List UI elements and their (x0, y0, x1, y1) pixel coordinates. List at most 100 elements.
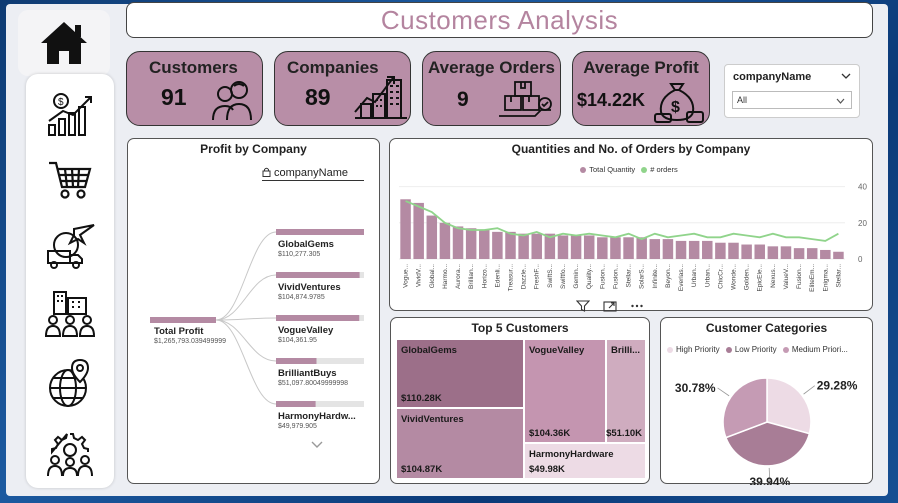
bar (439, 222, 451, 259)
x-tick-label: Gemin... (573, 264, 580, 289)
finance-icon: $ (48, 93, 92, 136)
lock-icon (262, 167, 271, 177)
bar (400, 199, 411, 259)
x-tick-label: FreshF... (534, 264, 541, 289)
nav-home-button[interactable] (18, 10, 110, 76)
decomposition-tree[interactable]: Total Profit$1,265,793.039499999 GlobalGe… (128, 139, 381, 485)
node-label: HarmonyHardw... (278, 411, 356, 422)
team-gear-icon (47, 433, 93, 477)
panel-title: Quantities and No. of Orders by Company (511, 142, 751, 156)
visual-toolbar (570, 297, 650, 315)
bar (623, 237, 634, 259)
legend-item[interactable]: Total Quantity (580, 165, 635, 174)
nav-orders-button[interactable] (26, 152, 114, 208)
x-tick-label: Everlas... (678, 264, 685, 291)
company-slicer[interactable]: companyName All (724, 64, 860, 118)
bar (505, 231, 516, 259)
more-options-icon[interactable] (630, 300, 644, 312)
x-tick-label: EliteEm... (809, 264, 816, 292)
treemap-cell[interactable]: Brilli... $51.10K (606, 339, 646, 443)
nav-shipping-button[interactable] (26, 218, 114, 274)
x-tick-label: Urban... (704, 264, 711, 287)
treemap-cell-value: $49.98K (529, 464, 565, 475)
legend-item[interactable]: High Priority (667, 345, 720, 354)
bar (780, 246, 792, 259)
nav-team-button[interactable] (26, 426, 114, 482)
x-tick-label: Nexus... (770, 264, 777, 288)
bar (702, 240, 713, 259)
bar (675, 240, 687, 259)
nav-finance-button[interactable]: $ (26, 86, 114, 142)
treemap-cell[interactable]: HarmonyHardware $49.98K (524, 443, 646, 479)
tree-connector (215, 317, 277, 321)
legend-item[interactable]: Low Priority (725, 345, 777, 354)
legend-label: # orders (650, 165, 678, 174)
slicer-dropdown[interactable]: All (732, 91, 852, 109)
chart-legend: Total Quantity # orders (390, 165, 872, 175)
treemap-cell-value: $51.10K (606, 428, 642, 439)
node-bar (276, 229, 364, 235)
kpi-card-companies[interactable]: Companies 89 (274, 51, 411, 126)
treemap-cell[interactable]: VogueValley $104.36K (524, 339, 606, 443)
x-tick-label: Global... (429, 264, 436, 288)
treemap-cell[interactable]: VividVentures $104.87K (396, 408, 524, 479)
svg-text:$: $ (58, 97, 64, 108)
treemap-cell[interactable]: GlobalGems $110.28K (396, 339, 524, 408)
node-bar (276, 315, 360, 321)
top-customers-panel: Top 5 Customers GlobalGems $110.28K VividV… (390, 317, 650, 484)
bar (715, 242, 726, 259)
kpi-label: Average Orders (428, 58, 555, 77)
tree-connector (215, 319, 277, 362)
treemap-cell-value: $104.36K (529, 428, 571, 439)
x-tick-label: ValueV... (783, 264, 790, 289)
legend-item[interactable]: Medium Priori... (782, 345, 848, 354)
node-label: VividVentures (278, 282, 341, 293)
bar (833, 251, 844, 259)
kpi-card-average-orders[interactable]: Average Orders 9 (422, 51, 561, 126)
node-bar-track (276, 401, 364, 407)
kpi-card-customers[interactable]: Customers 91 (126, 51, 263, 126)
node-value: $110,277.305 (278, 251, 320, 258)
kpi-label: Companies (287, 58, 379, 77)
pie-legend: High Priority Low Priority Medium Priori… (667, 345, 872, 355)
bar (426, 215, 438, 259)
field-name: companyName (274, 167, 348, 179)
legend-item[interactable]: # orders (641, 165, 678, 174)
treemap[interactable]: GlobalGems $110.28K VividVentures $104.87K V… (396, 339, 646, 479)
x-tick-label: Golden... (744, 264, 751, 291)
x-tick-label: Dazzle... (521, 264, 528, 289)
legend-label: Medium Priori... (791, 345, 848, 354)
y-tick-label: 0 (858, 255, 863, 264)
y-tick-label: 40 (858, 183, 867, 192)
kpi-value: 89 (305, 84, 331, 110)
profit-by-company-panel: Profit by Company companyName Total Prof… (127, 138, 380, 484)
x-tick-label: Edenli... (494, 264, 501, 288)
kpi-value: 9 (457, 88, 469, 111)
nav-regions-button[interactable] (26, 356, 114, 412)
chevron-down-icon[interactable] (841, 73, 851, 79)
bar (518, 233, 529, 259)
tree-connector (215, 274, 277, 321)
kpi-card-average-profit[interactable]: Average Profit $14.22K $ (572, 51, 710, 126)
lock-field-chip[interactable]: companyName (262, 167, 364, 181)
nav-companies-button[interactable] (26, 286, 114, 342)
page-title-bar: Customers Analysis (126, 2, 873, 38)
kpi-label: Customers (149, 58, 238, 77)
bar (479, 230, 490, 259)
kpi-label: Average Profit (583, 58, 699, 77)
home-icon (41, 22, 87, 64)
combo-chart[interactable]: 0 20 40 Vogue... VividV... Global... Harmo... A… (390, 139, 874, 312)
pie-chart[interactable]: 29.28% 39.94% 30.78% (661, 318, 874, 485)
focus-mode-icon[interactable] (603, 300, 617, 312)
bar (570, 235, 582, 259)
orders-line (405, 200, 839, 242)
bar (728, 242, 739, 259)
filter-icon[interactable] (576, 300, 591, 312)
bar (531, 233, 542, 259)
slicer-value: All (737, 95, 748, 105)
node-value: $51,097.80049999998 (278, 380, 348, 387)
expand-more-icon[interactable] (311, 441, 323, 449)
bar (544, 233, 556, 259)
growth-buildings-icon (354, 76, 407, 119)
svg-text:$: $ (671, 99, 680, 116)
